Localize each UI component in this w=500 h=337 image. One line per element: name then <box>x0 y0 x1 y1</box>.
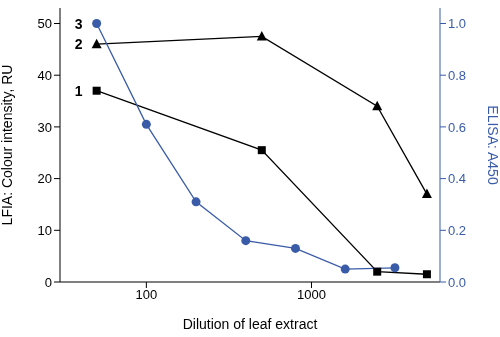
svg-text:100: 100 <box>135 287 157 302</box>
svg-text:0.2: 0.2 <box>448 223 466 238</box>
svg-text:LFIA: Colour intensity, RU: LFIA: Colour intensity, RU <box>8 65 15 226</box>
svg-text:30: 30 <box>38 120 52 135</box>
svg-text:20: 20 <box>38 171 52 186</box>
svg-text:1.0: 1.0 <box>448 16 466 31</box>
svg-text:0.4: 0.4 <box>448 171 466 186</box>
svg-text:10: 10 <box>38 223 52 238</box>
svg-text:0.0: 0.0 <box>448 275 466 290</box>
svg-text:ELISA: A450: ELISA: A450 <box>485 105 492 185</box>
svg-text:50: 50 <box>38 16 52 31</box>
svg-text:1000: 1000 <box>297 287 326 302</box>
svg-text:1: 1 <box>75 83 83 99</box>
svg-text:2: 2 <box>75 36 83 52</box>
svg-text:Dilution of leaf extract: Dilution of leaf extract <box>183 316 318 332</box>
svg-text:0: 0 <box>45 275 52 290</box>
svg-text:3: 3 <box>75 16 83 32</box>
svg-text:0.8: 0.8 <box>448 68 466 83</box>
svg-text:0.6: 0.6 <box>448 120 466 135</box>
svg-text:40: 40 <box>38 68 52 83</box>
